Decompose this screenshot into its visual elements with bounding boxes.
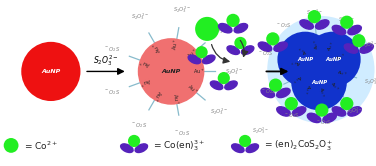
Text: Au$^+$: Au$^+$ (193, 67, 205, 76)
Text: Au$^+$: Au$^+$ (170, 92, 181, 105)
Ellipse shape (121, 144, 133, 153)
Text: $S_2O_3^{2-}$: $S_2O_3^{2-}$ (130, 12, 149, 22)
Ellipse shape (246, 144, 258, 153)
Text: $S_2O_3^{2-}$: $S_2O_3^{2-}$ (306, 7, 323, 18)
Text: = Co(en)$_3^{3+}$: = Co(en)$_3^{3+}$ (153, 138, 205, 153)
Text: Au$^+$: Au$^+$ (325, 40, 337, 53)
Ellipse shape (315, 20, 329, 29)
Text: Au$^+$: Au$^+$ (297, 43, 310, 56)
Text: $^-O_2S$: $^-O_2S$ (261, 87, 276, 96)
Text: = (en)$_2$CoS$_2$O$_3^{+}$: = (en)$_2$CoS$_2$O$_3^{+}$ (264, 138, 332, 153)
Ellipse shape (332, 107, 346, 116)
Circle shape (21, 42, 80, 101)
Text: Au$^+$: Au$^+$ (301, 82, 313, 95)
Text: $^-O_2S$: $^-O_2S$ (174, 129, 190, 138)
Text: $^-O_2S$: $^-O_2S$ (316, 119, 332, 127)
Text: Au$^+$: Au$^+$ (312, 38, 321, 49)
Text: AuNP: AuNP (161, 69, 181, 74)
Text: AuNP: AuNP (41, 69, 61, 74)
Text: Au$^+$: Au$^+$ (185, 82, 199, 96)
Circle shape (315, 103, 328, 117)
Text: $S_2O_3^{2-}$: $S_2O_3^{2-}$ (361, 39, 376, 50)
Ellipse shape (344, 44, 358, 53)
Text: Au$^+$: Au$^+$ (138, 75, 152, 87)
Circle shape (266, 32, 279, 45)
Text: $S_2O_3^{2-}$: $S_2O_3^{2-}$ (364, 77, 376, 87)
Circle shape (269, 79, 282, 92)
Circle shape (195, 17, 219, 41)
Text: Au$^+$: Au$^+$ (150, 88, 164, 103)
Text: $^-O_2S$: $^-O_2S$ (258, 49, 273, 58)
Ellipse shape (232, 144, 244, 153)
Circle shape (226, 14, 240, 27)
Text: Au$^+$: Au$^+$ (291, 72, 304, 84)
Text: Au$^+$: Au$^+$ (185, 47, 199, 61)
Text: $S_2O_3^{2-}$: $S_2O_3^{2-}$ (252, 125, 270, 136)
Ellipse shape (241, 46, 254, 54)
Ellipse shape (293, 107, 306, 116)
Ellipse shape (258, 42, 272, 51)
Circle shape (128, 135, 140, 147)
Text: Au$^+$: Au$^+$ (290, 56, 302, 67)
Circle shape (291, 55, 347, 110)
Circle shape (305, 32, 361, 87)
Ellipse shape (261, 88, 274, 98)
Text: AuNP: AuNP (311, 80, 327, 85)
Text: $S_2O_3^{2-}$: $S_2O_3^{2-}$ (210, 26, 228, 36)
Text: $^-O_2S$: $^-O_2S$ (104, 88, 120, 97)
Ellipse shape (277, 88, 290, 98)
Text: $S_2O_3^{2-}$: $S_2O_3^{2-}$ (92, 53, 118, 68)
Text: $^-O_2S$: $^-O_2S$ (284, 111, 299, 120)
Ellipse shape (332, 25, 346, 35)
Text: $^-O_2S$: $^-O_2S$ (276, 21, 291, 30)
Text: Au$^+$: Au$^+$ (138, 56, 152, 68)
Circle shape (234, 37, 247, 49)
Ellipse shape (188, 55, 201, 64)
Ellipse shape (210, 81, 223, 90)
Ellipse shape (323, 113, 337, 123)
Text: AuNP: AuNP (325, 57, 341, 62)
Circle shape (267, 16, 374, 123)
Ellipse shape (360, 44, 373, 53)
Circle shape (340, 16, 353, 29)
Text: = Co$^{2+}$: = Co$^{2+}$ (24, 139, 58, 152)
Ellipse shape (227, 46, 240, 54)
Ellipse shape (135, 144, 147, 153)
Text: Au$^+$: Au$^+$ (317, 86, 326, 97)
Circle shape (239, 135, 251, 147)
Ellipse shape (348, 25, 361, 35)
Text: $S_2O_3^{2-}$: $S_2O_3^{2-}$ (173, 4, 191, 15)
Text: AuNP: AuNP (297, 57, 313, 62)
Text: $^-O_2S$: $^-O_2S$ (104, 45, 120, 54)
Text: Au$^+$: Au$^+$ (334, 52, 347, 63)
Circle shape (277, 32, 333, 87)
Ellipse shape (234, 24, 247, 33)
Circle shape (352, 34, 365, 47)
Ellipse shape (277, 107, 290, 116)
Ellipse shape (307, 113, 321, 123)
Ellipse shape (300, 20, 313, 29)
Text: $S_2O_3^{2-}$: $S_2O_3^{2-}$ (210, 106, 228, 117)
Circle shape (4, 138, 18, 153)
Text: Au$^+$: Au$^+$ (328, 80, 341, 93)
Ellipse shape (225, 81, 237, 90)
Circle shape (308, 10, 321, 23)
Text: $S_2O_3^{2-}$: $S_2O_3^{2-}$ (338, 14, 355, 25)
Circle shape (218, 72, 230, 84)
Text: $^-O_2S$: $^-O_2S$ (131, 122, 148, 130)
Ellipse shape (348, 107, 361, 116)
Text: Au$^+$: Au$^+$ (150, 40, 164, 55)
Ellipse shape (218, 24, 232, 33)
Circle shape (196, 46, 208, 58)
Circle shape (285, 97, 298, 110)
Ellipse shape (274, 42, 287, 51)
Text: Au$^+$: Au$^+$ (336, 69, 349, 79)
Circle shape (340, 97, 353, 110)
Text: $S_2O_3^{2-}$: $S_2O_3^{2-}$ (346, 105, 363, 116)
Ellipse shape (203, 55, 215, 64)
Circle shape (138, 38, 205, 105)
Text: $S_2O_3^{2-}$: $S_2O_3^{2-}$ (225, 66, 243, 77)
Text: Au$^+$: Au$^+$ (170, 38, 181, 51)
